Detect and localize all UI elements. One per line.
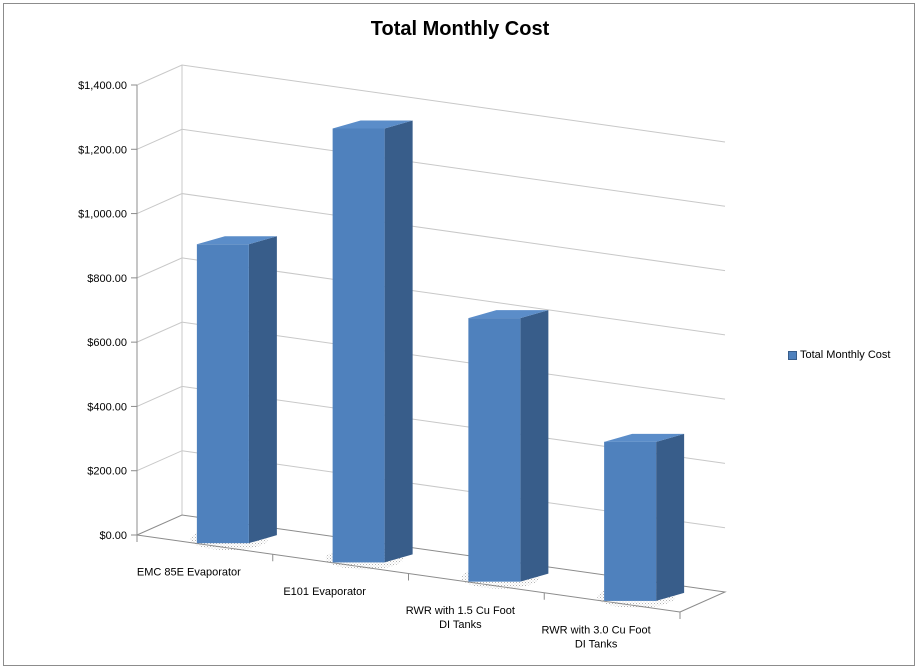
bar bbox=[604, 433, 685, 601]
gridline bbox=[136, 64, 726, 143]
axes bbox=[131, 84, 727, 619]
y-tick-label: $1,200.00 bbox=[78, 144, 127, 156]
y-tick-label: $800.00 bbox=[87, 273, 127, 285]
y-tick-labels: $0.00 $200.00 $400.00 $600.00 $800.00 $1,000.… bbox=[78, 80, 127, 542]
bar-top bbox=[196, 236, 277, 245]
bar-side bbox=[384, 120, 413, 563]
bar-front bbox=[604, 441, 657, 601]
bar bbox=[196, 236, 277, 544]
legend-label: Total Monthly Cost bbox=[800, 349, 891, 361]
bar-front bbox=[468, 318, 521, 582]
floor-outline bbox=[136, 514, 727, 613]
x-tick-labels: EMC 85E Evaporator E101 Evaporator RWR wit… bbox=[137, 567, 651, 651]
bars bbox=[189, 120, 685, 608]
x-tick-label: EMC 85E Evaporator bbox=[137, 567, 241, 579]
bar-front bbox=[332, 128, 385, 563]
y-tick-label: $600.00 bbox=[87, 337, 127, 349]
y-tick-label: $400.00 bbox=[87, 401, 127, 413]
x-tick-label: RWR with 3.0 Cu Foot bbox=[542, 624, 651, 636]
x-tick-label: DI Tanks bbox=[575, 638, 618, 650]
bar-top bbox=[468, 310, 549, 319]
bar-side bbox=[656, 433, 685, 601]
x-tick-label: RWR with 1.5 Cu Foot bbox=[406, 605, 515, 617]
bar-front bbox=[196, 244, 249, 544]
bar-top bbox=[332, 120, 413, 129]
bar bbox=[332, 120, 413, 563]
y-tick-label: $0.00 bbox=[99, 530, 127, 542]
gridline bbox=[136, 128, 726, 207]
x-tick-label: DI Tanks bbox=[439, 619, 482, 631]
bar-side bbox=[248, 236, 277, 544]
chart-title: Total Monthly Cost bbox=[370, 18, 550, 40]
y-tick-label: $1,000.00 bbox=[78, 209, 127, 221]
y-tick-label: $200.00 bbox=[87, 466, 127, 478]
bar-top bbox=[604, 433, 685, 442]
legend: Total Monthly Cost bbox=[788, 349, 890, 361]
y-tick-label: $1,400.00 bbox=[78, 80, 127, 92]
bar bbox=[468, 310, 549, 582]
bar-side bbox=[520, 310, 549, 582]
legend-swatch bbox=[788, 350, 797, 360]
x-tick-label: E101 Evaporator bbox=[283, 586, 366, 598]
